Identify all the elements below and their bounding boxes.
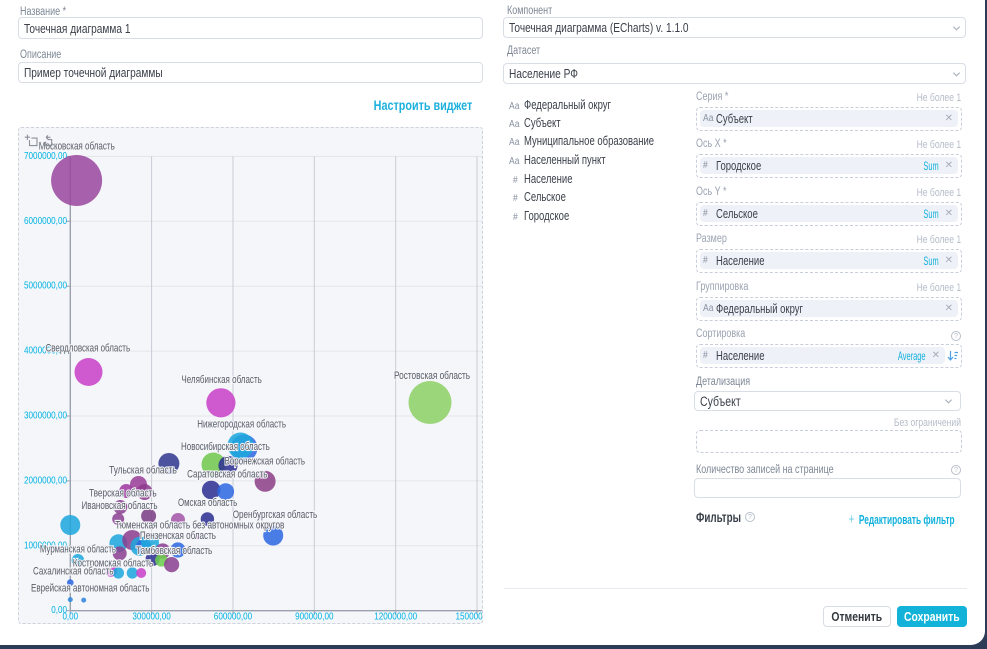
svg-text:Ростовская область: Ростовская область (394, 370, 470, 382)
svg-text:Новосибирская область: Новосибирская область (181, 441, 270, 453)
svg-text:Костромская область: Костромская область (73, 558, 154, 570)
svg-text:Воронежская область: Воронежская область (225, 455, 306, 467)
svg-text:600000,00: 600000,00 (214, 611, 253, 623)
svg-text:Сахалинская область: Сахалинская область (33, 566, 114, 578)
svg-text:Мурманская область: Мурманская область (40, 544, 116, 556)
svg-text:Московская область: Московская область (39, 141, 115, 153)
svg-text:Еврейская автономная область: Еврейская автономная область (31, 582, 150, 594)
svg-text:2000000,00: 2000000,00 (24, 474, 67, 486)
svg-text:6000000,00: 6000000,00 (24, 215, 67, 227)
svg-text:4000000,00: 4000000,00 (24, 345, 67, 357)
svg-text:Омская область: Омская область (178, 497, 237, 509)
svg-text:1500000,00: 1500000,00 (456, 611, 483, 623)
svg-text:300000,00: 300000,00 (132, 611, 171, 623)
svg-text:900000,00: 900000,00 (295, 611, 334, 623)
svg-text:Свердловская область: Свердловская область (46, 343, 131, 355)
svg-text:3000000,00: 3000000,00 (24, 410, 67, 422)
svg-text:Оренбургская область: Оренбургская область (233, 509, 318, 521)
svg-text:1000000,00: 1000000,00 (24, 539, 67, 551)
svg-text:0,00: 0,00 (62, 611, 78, 623)
svg-text:Тюменская область без автономн: Тюменская область без автономных округов (115, 519, 284, 531)
svg-text:1200000,00: 1200000,00 (374, 611, 417, 623)
svg-text:Нижегородская область: Нижегородская область (197, 418, 286, 430)
svg-text:5000000,00: 5000000,00 (24, 280, 67, 292)
svg-text:Тамбовская область: Тамбовская область (136, 545, 212, 557)
svg-text:7000000,00: 7000000,00 (24, 150, 67, 162)
svg-text:Ивановская область: Ивановская область (82, 500, 158, 512)
svg-text:0,00: 0,00 (51, 604, 67, 616)
svg-text:Пензенская область: Пензенская область (140, 530, 216, 542)
svg-text:Тверская область: Тверская область (89, 488, 157, 500)
svg-text:Челябинская область: Челябинская область (181, 374, 262, 386)
svg-text:Саратовская область: Саратовская область (187, 469, 268, 481)
svg-text:Тульская область: Тульская область (109, 464, 177, 476)
